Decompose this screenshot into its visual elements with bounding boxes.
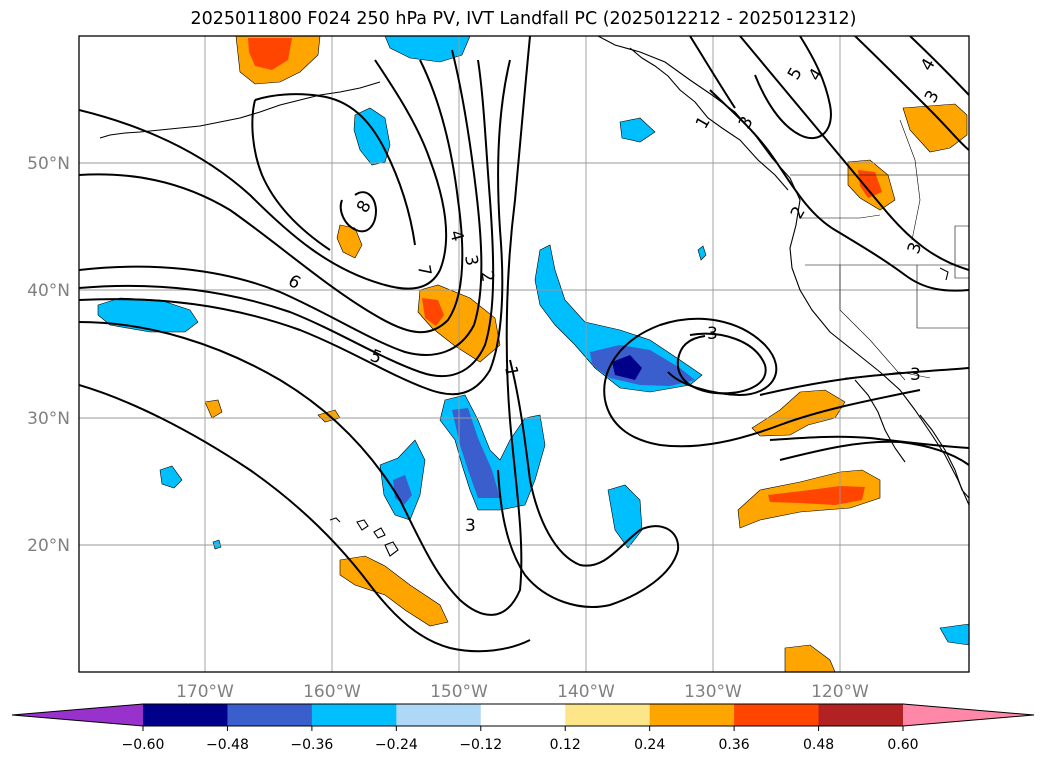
colorbar-tick-label: −0.24 [375,737,418,753]
lon-label: 170°W [176,682,234,702]
contour-label: 4 [445,228,467,244]
colorbar-tick-label: −0.60 [122,737,165,753]
colorbar-tick-label: 0.60 [887,737,918,753]
colorbar-tick-label: 0.12 [550,737,581,753]
lon-label: 140°W [557,682,615,702]
colorbar-segment [818,704,904,726]
colorbar-segment [311,704,397,726]
colorbar-tick-label: 0.36 [719,737,750,753]
colorbar-segment [12,704,143,726]
map-gridlines [79,36,969,672]
colorbar-segment [903,704,1034,726]
coastlines [99,36,969,557]
colorbar-tick-label: −0.48 [206,737,249,753]
contour-lines [79,36,969,653]
pv-shading [97,36,969,672]
colorbar-tick-label: 0.48 [803,737,834,753]
contour-label: 3 [460,253,482,267]
colorbar-segment [734,704,820,726]
latitude-labels: 50°N 40°N 30°N 20°N [27,154,70,556]
contour-label: 3 [910,365,921,385]
lat-label: 20°N [27,536,70,556]
colorbar: −0.60 −0.48 −0.36 −0.24 −0.12 0.12 0.24 0.36 0.4… [11,703,1035,753]
lat-label: 30°N [27,409,70,429]
colorbar-segment [649,704,735,726]
map-frame [78,35,970,673]
colorbar-tick-label: −0.36 [290,737,333,753]
lat-label: 40°N [27,281,70,301]
lon-label: 130°W [684,682,742,702]
contour-label: 7 [413,263,435,277]
longitude-labels: 170°W 160°W 150°W 140°W 130°W 120°W [176,682,869,702]
lon-label: 120°W [811,682,869,702]
colorbar-segment [227,704,313,726]
contour-label: 1 [500,364,522,378]
colorbar-tick-label: 0.24 [634,737,665,753]
colorbar-segment [143,704,228,726]
contour-label: 3 [465,516,476,536]
lat-label: 50°N [27,154,70,174]
contour-label: 2 [476,269,498,283]
colorbar-segment [480,704,566,726]
map-background [79,36,969,672]
colorbar-segment [396,704,482,726]
contour-label: 3 [707,324,718,344]
lon-label: 150°W [430,682,488,702]
colorbar-segment [565,704,651,726]
colorbar-tick-label: −0.12 [459,737,502,753]
lon-label: 160°W [303,682,361,702]
map-title: 2025011800 F024 250 hPa PV, IVT Landfall… [190,9,857,29]
